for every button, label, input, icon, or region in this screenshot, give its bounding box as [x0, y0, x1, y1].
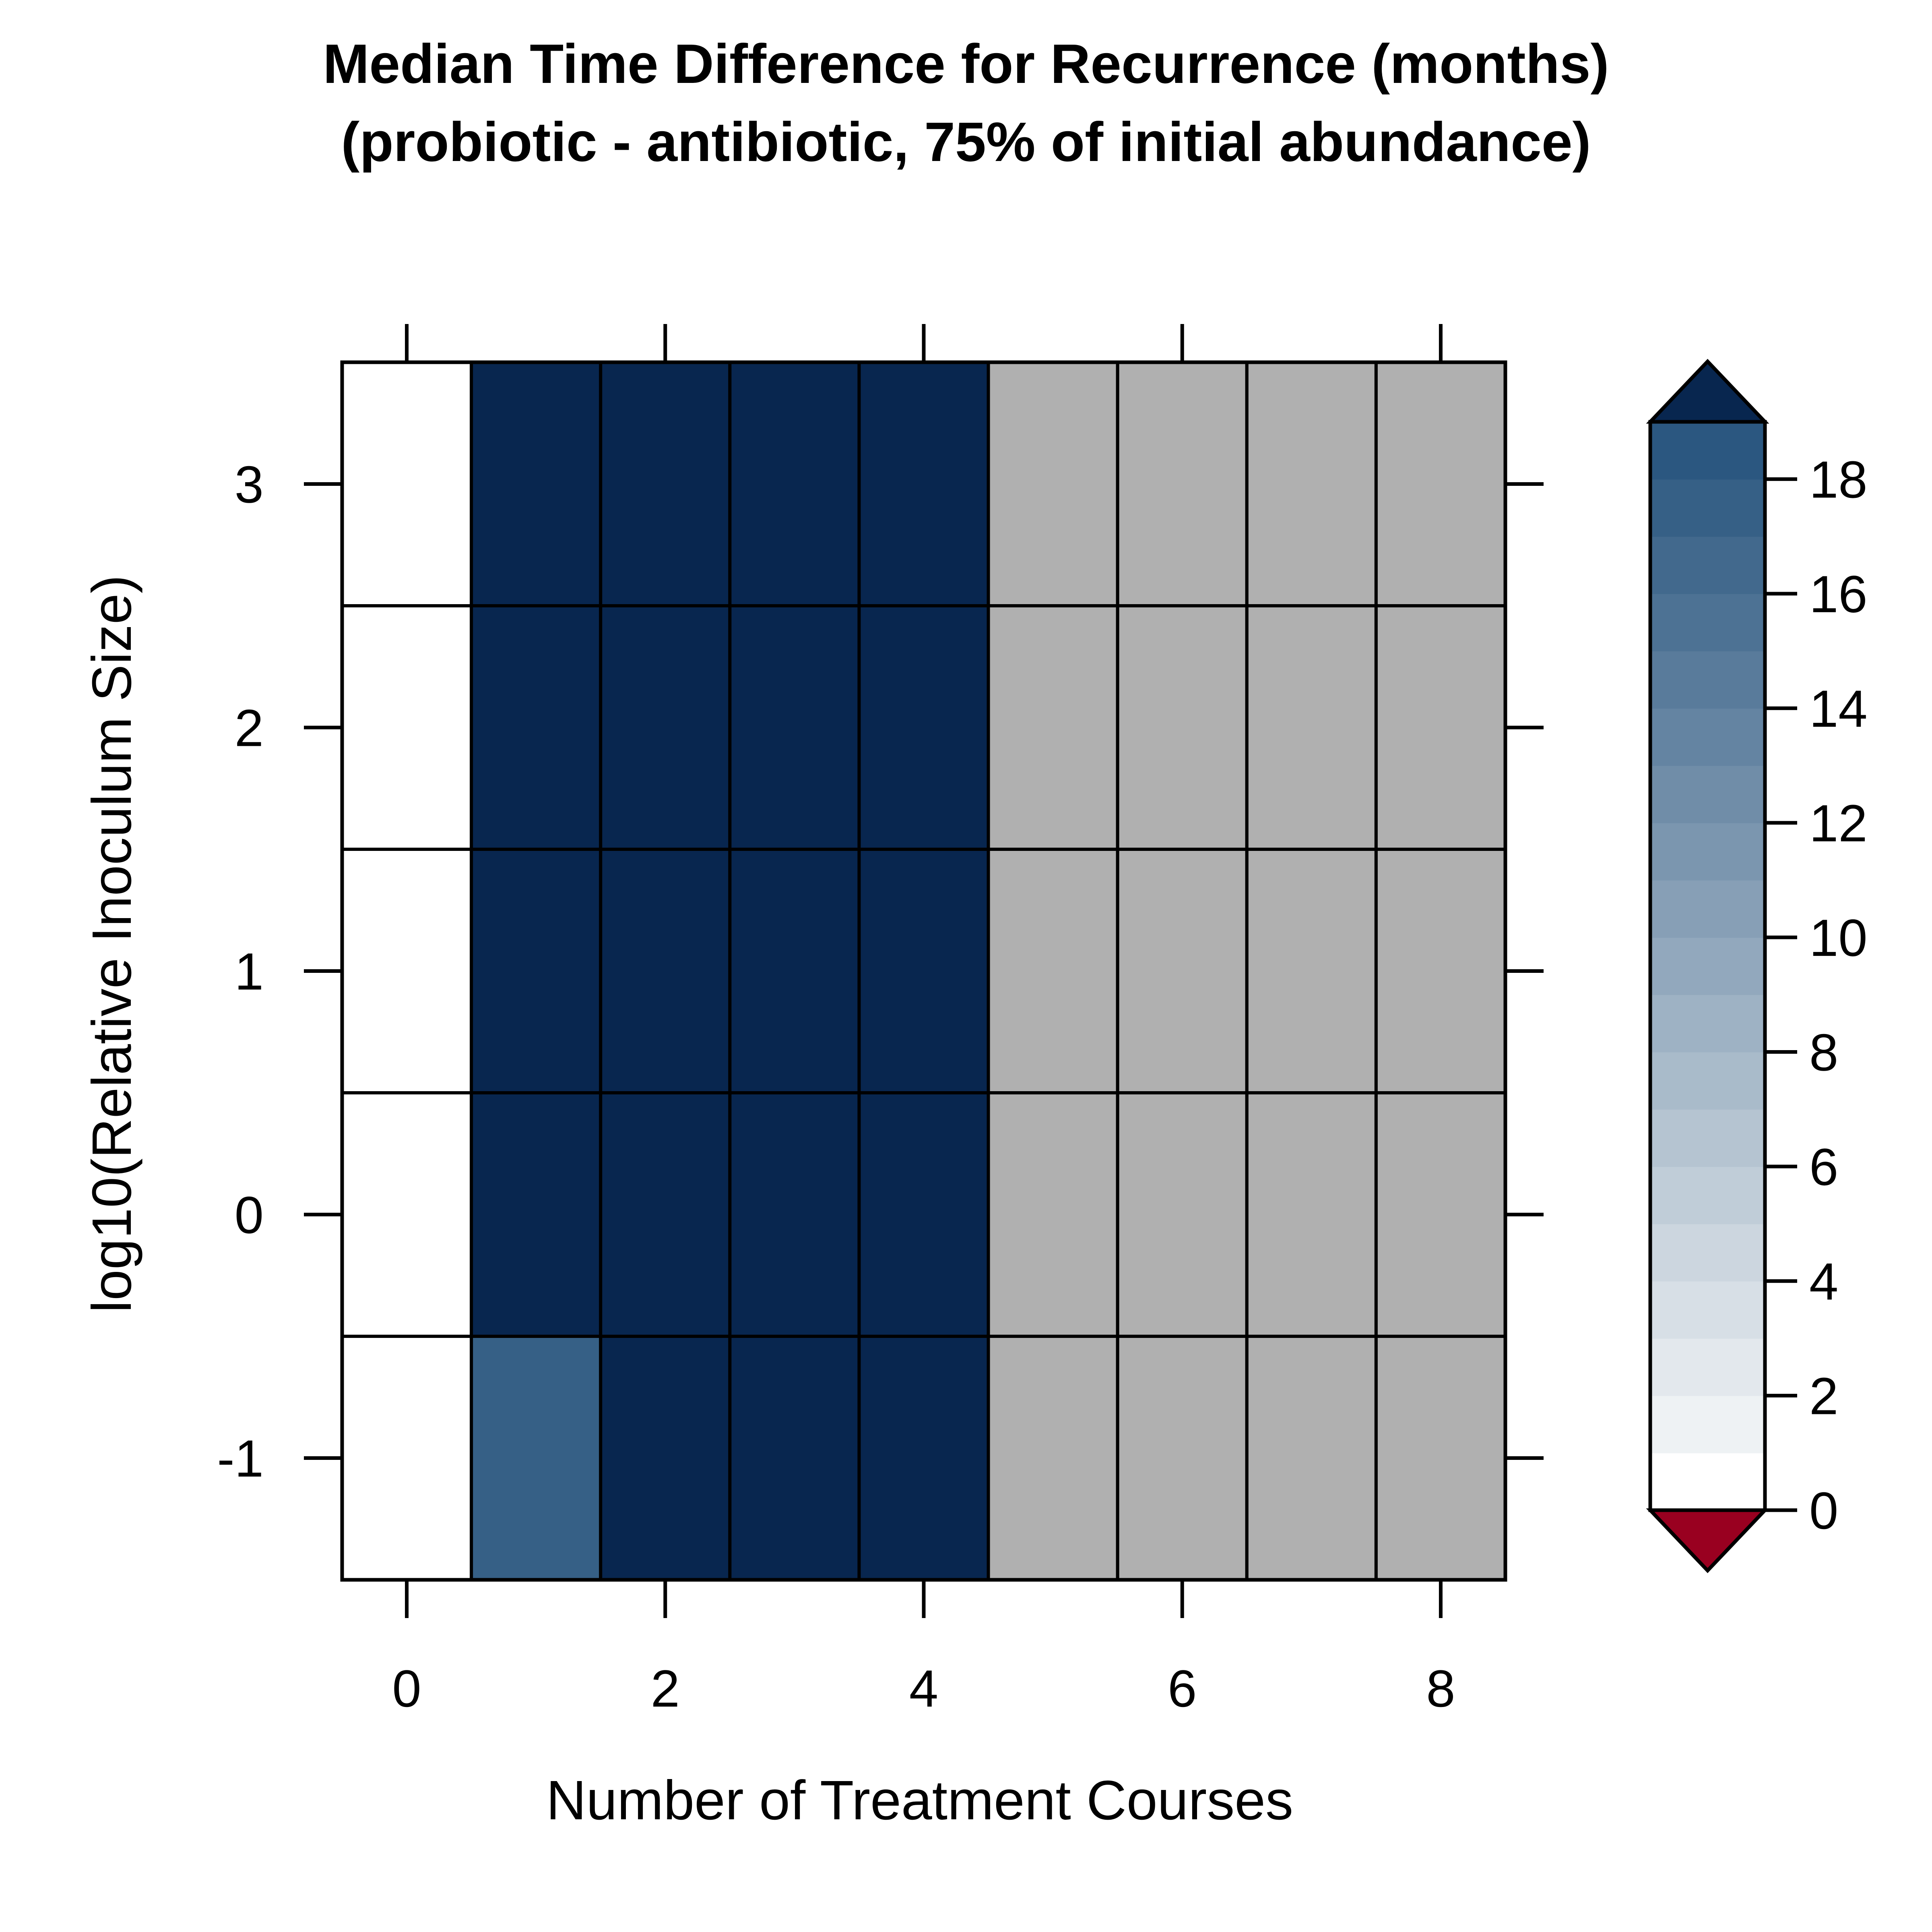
colorbar-band	[1650, 1166, 1765, 1224]
heatmap-cell	[341, 361, 473, 607]
heatmap-cell	[728, 604, 861, 851]
heatmap-cell	[857, 848, 990, 1094]
colorbar-band	[1650, 880, 1765, 938]
heatmap-cell	[470, 1091, 603, 1338]
axes: 0 2 4 6 8 -1 0 1 2 3	[217, 324, 1544, 1718]
heatmap-cell	[341, 604, 473, 851]
colorbar-tick-label: 6	[1809, 1137, 1838, 1196]
heatmap-cell	[1374, 1091, 1507, 1338]
heatmap-cell	[341, 1091, 473, 1338]
heatmap-cell	[470, 604, 603, 851]
colorbar-band	[1650, 536, 1765, 594]
colorbar-tick-label: 14	[1809, 679, 1868, 738]
heatmap-cell	[1245, 1091, 1378, 1338]
colorbar-over-arrow	[1646, 359, 1769, 424]
y-tick-label: 1	[235, 942, 264, 1001]
heatmap-cell	[1374, 848, 1507, 1094]
colorbar-band	[1650, 1052, 1765, 1110]
y-tick-label: 2	[235, 699, 264, 758]
colorbar-band	[1650, 995, 1765, 1053]
heatmap-cell	[987, 604, 1119, 851]
colorbar-tick-label: 8	[1809, 1023, 1838, 1082]
heatmap-cell	[987, 1335, 1119, 1581]
heatmap-cell	[1116, 848, 1249, 1094]
colorbar-band	[1650, 651, 1765, 709]
heatmap-cell	[1116, 1335, 1249, 1581]
heatmap-cell	[1374, 1335, 1507, 1581]
colorbar-band	[1650, 593, 1765, 652]
y-tick-label: -1	[217, 1429, 264, 1488]
colorbar-band	[1650, 1453, 1765, 1511]
colorbar-band	[1650, 1109, 1765, 1167]
heatmap-cell	[470, 1335, 603, 1581]
colorbar-tick-label: 12	[1809, 794, 1868, 852]
heatmap-cell	[1116, 361, 1249, 607]
colorbar-tick-label: 4	[1809, 1252, 1838, 1311]
y-tick-label: 3	[235, 455, 264, 514]
heatmap-cell	[1374, 604, 1507, 851]
colorbar-band	[1650, 422, 1765, 480]
heatmap-cell	[987, 1091, 1119, 1338]
heatmap-cell	[599, 848, 732, 1094]
heatmap-cell	[599, 1091, 732, 1338]
heatmap-cell	[1245, 361, 1378, 607]
y-axis-label: log10(Relative Inoculum Size)	[81, 575, 143, 1313]
colorbar-band	[1650, 1338, 1765, 1396]
heatmap-cell	[1245, 604, 1378, 851]
heatmap-cell	[341, 848, 473, 1094]
chart-subtitle: (probiotic - antibiotic, 75% of initial …	[341, 111, 1591, 173]
x-tick-label: 6	[1168, 1659, 1197, 1718]
heatmap-cell	[599, 604, 732, 851]
heatmap-cell	[728, 361, 861, 607]
heatmap-cell	[857, 604, 990, 851]
colorbar-band	[1650, 479, 1765, 537]
colorbar-band	[1650, 823, 1765, 881]
colorbar-band	[1650, 1395, 1765, 1453]
heatmap-cells	[341, 361, 1507, 1581]
heatmap-cell	[728, 1335, 861, 1581]
heatmap-cell	[470, 848, 603, 1094]
chart-title: Median Time Difference for Recurrence (m…	[323, 33, 1609, 95]
heatmap-cell	[341, 1335, 473, 1581]
heatmap-cell	[728, 848, 861, 1094]
colorbar-band	[1650, 765, 1765, 824]
heatmap-cell	[599, 1335, 732, 1581]
x-tick-label: 4	[909, 1659, 938, 1718]
colorbar-band	[1650, 1224, 1765, 1282]
x-axis-label: Number of Treatment Courses	[546, 1769, 1293, 1831]
colorbar-tick-label: 16	[1809, 565, 1868, 623]
colorbar-tick-label: 10	[1809, 908, 1868, 967]
heatmap-cell	[728, 1091, 861, 1338]
heatmap-cell	[987, 361, 1119, 607]
heatmap-cell	[857, 1335, 990, 1581]
colorbar-band	[1650, 708, 1765, 766]
heatmap-cell	[470, 361, 603, 607]
heatmap-cell	[1116, 604, 1249, 851]
colorbar-tick-label: 2	[1809, 1366, 1838, 1425]
heatmap-cell	[857, 1091, 990, 1338]
heatmap-cell	[1116, 1091, 1249, 1338]
colorbar-band	[1650, 1281, 1765, 1339]
colorbar-tick-label: 18	[1809, 450, 1868, 509]
x-tick-label: 0	[392, 1659, 421, 1718]
colorbar-tick-label: 0	[1809, 1481, 1838, 1540]
colorbar-under-arrow	[1646, 1508, 1769, 1573]
heatmap-cell	[857, 361, 990, 607]
heatmap-cell	[1245, 848, 1378, 1094]
colorbar: 0 2 4 6 8 10 12 14 16 18	[1646, 359, 1868, 1573]
colorbar-band	[1650, 937, 1765, 995]
x-tick-label: 8	[1426, 1659, 1455, 1718]
heatmap-cell	[987, 848, 1119, 1094]
heatmap-cell	[599, 361, 732, 607]
heatmap-cell	[1245, 1335, 1378, 1581]
x-tick-label: 2	[651, 1659, 680, 1718]
colorbar-frame	[1648, 420, 1767, 1512]
heatmap-cell	[1374, 361, 1507, 607]
y-tick-label: 0	[235, 1186, 264, 1245]
